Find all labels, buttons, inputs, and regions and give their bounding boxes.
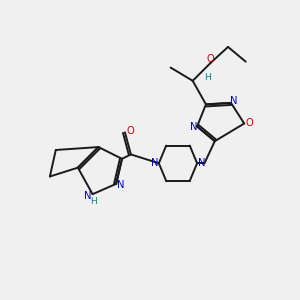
Text: H: H <box>204 74 211 82</box>
Text: N: N <box>84 190 92 201</box>
Text: H: H <box>91 197 98 206</box>
Text: N: N <box>190 122 197 132</box>
Text: O: O <box>126 126 134 136</box>
Text: N: N <box>230 96 237 106</box>
Text: O: O <box>245 118 253 128</box>
Text: N: N <box>117 180 124 190</box>
Text: O: O <box>206 54 214 64</box>
Text: N: N <box>198 158 205 168</box>
Text: N: N <box>151 158 158 168</box>
